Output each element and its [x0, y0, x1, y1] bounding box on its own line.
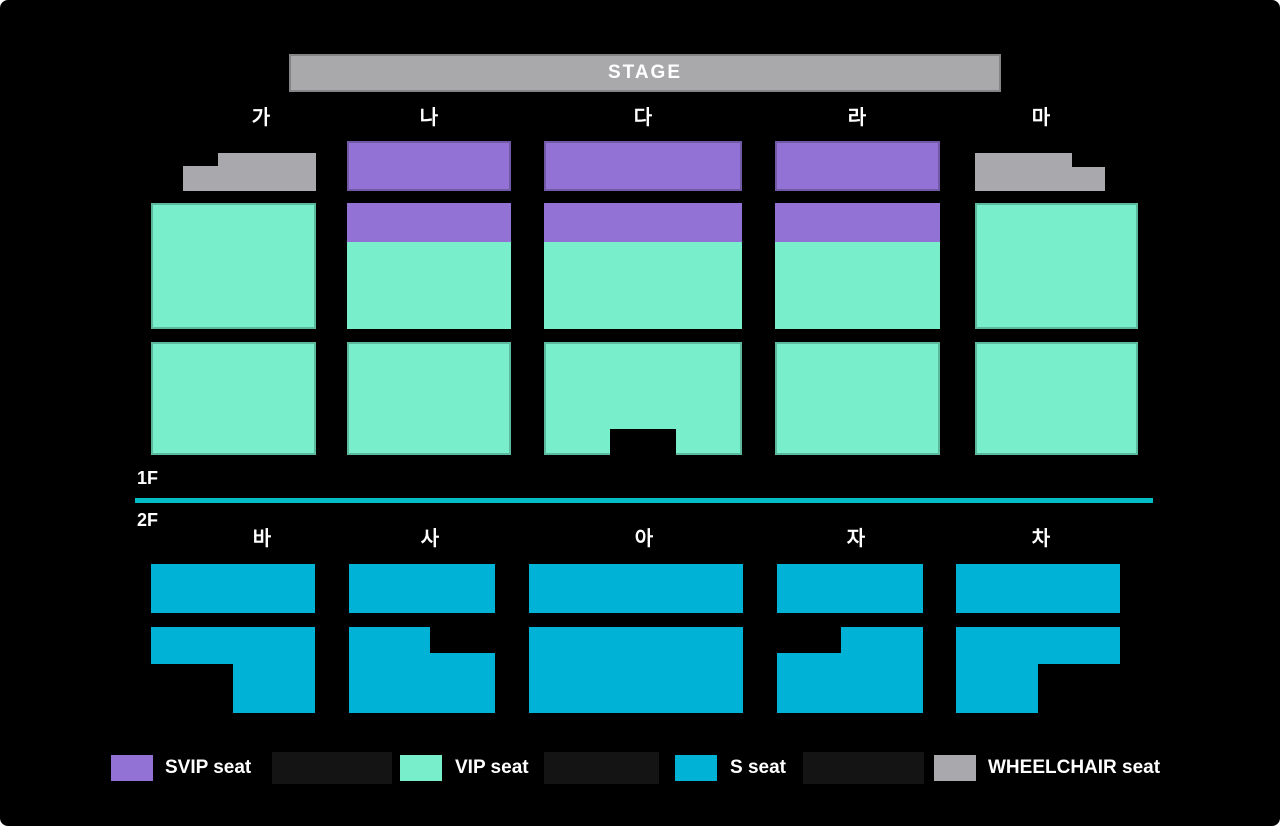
legend-placeholder-2 [544, 752, 659, 784]
section-ah-s-block-1[interactable] [529, 564, 743, 613]
section-label-sa: 사 [420, 528, 440, 550]
legend-label-svip: SVIP seat [165, 757, 252, 778]
section-da-svip-block[interactable] [544, 141, 742, 191]
section-cha-s-block-1[interactable] [956, 564, 1120, 613]
section-cha-notch [1038, 664, 1120, 713]
legend-swatch-wheelchair [934, 755, 976, 781]
section-na-svip-block[interactable] [347, 141, 511, 191]
section-label-ra: 라 [847, 107, 867, 129]
floor-label-2f: 2F [137, 510, 159, 530]
floor-divider-line [135, 498, 1153, 503]
section-label-na: 나 [419, 107, 439, 129]
section-na-mixed-svip-strip [347, 203, 511, 242]
section-cha-s-block-2[interactable] [956, 627, 1120, 713]
section-da-mixed-svip-strip [544, 203, 742, 242]
section-ba-s-block-2[interactable] [151, 627, 315, 713]
legend-swatch-vip [400, 755, 442, 781]
section-na-vip-block[interactable] [347, 342, 511, 455]
section-ma-vip-block-1[interactable] [975, 203, 1138, 329]
section-label-ma: 마 [1031, 107, 1051, 129]
section-sa-notch [430, 627, 495, 653]
section-ga-vip-block-1[interactable] [151, 203, 316, 329]
section-sa-s-block-2[interactable] [349, 627, 495, 713]
section-ma-vip-block-2[interactable] [975, 342, 1138, 455]
section-ga-wheelchair-block-left[interactable] [183, 166, 218, 191]
section-da-mixed-block[interactable] [544, 203, 742, 329]
section-ba-s-block-1[interactable] [151, 564, 315, 613]
section-label-ah: 아 [634, 528, 654, 550]
section-ga-wheelchair-block-right[interactable] [218, 153, 316, 191]
section-ra-mixed-vip-area [775, 242, 940, 329]
section-da-bottom-notch [610, 429, 676, 455]
legend-swatch-svip [111, 755, 153, 781]
legend-label-s: S seat [730, 757, 786, 778]
legend-placeholder-3 [803, 752, 924, 784]
section-ja-s-block-1[interactable] [777, 564, 923, 613]
section-label-ba: 바 [252, 528, 272, 550]
section-label-cha: 차 [1031, 528, 1051, 550]
section-ra-mixed-svip-strip [775, 203, 940, 242]
floor-label-1f: 1F [137, 468, 159, 488]
section-label-da: 다 [633, 107, 653, 129]
section-ga-vip-block-2[interactable] [151, 342, 316, 455]
section-ra-svip-block[interactable] [775, 141, 940, 191]
section-ah-s-block-2[interactable] [529, 627, 743, 713]
section-na-mixed-block[interactable] [347, 203, 511, 329]
section-label-ja: 자 [846, 528, 866, 550]
section-sa-s-block-1[interactable] [349, 564, 495, 613]
legend-label-wheelchair: WHEELCHAIR seat [988, 757, 1161, 778]
section-label-ga: 가 [251, 107, 271, 129]
legend-label-vip: VIP seat [455, 757, 529, 778]
section-ra-vip-block[interactable] [775, 342, 940, 455]
section-da-vip-block[interactable] [544, 342, 742, 455]
section-ra-mixed-block[interactable] [775, 203, 940, 329]
legend-placeholder-1 [272, 752, 392, 784]
section-na-mixed-vip-area [347, 242, 511, 329]
section-ja-s-block-2[interactable] [777, 627, 923, 713]
section-ma-wheelchair-block-right[interactable] [1072, 167, 1105, 191]
section-ma-wheelchair-block-left[interactable] [975, 153, 1072, 191]
section-ba-notch [151, 664, 233, 713]
section-da-mixed-vip-area [544, 242, 742, 329]
stage-bar: STAGE [289, 54, 1001, 92]
legend-swatch-s [675, 755, 717, 781]
section-ja-notch [777, 627, 841, 653]
